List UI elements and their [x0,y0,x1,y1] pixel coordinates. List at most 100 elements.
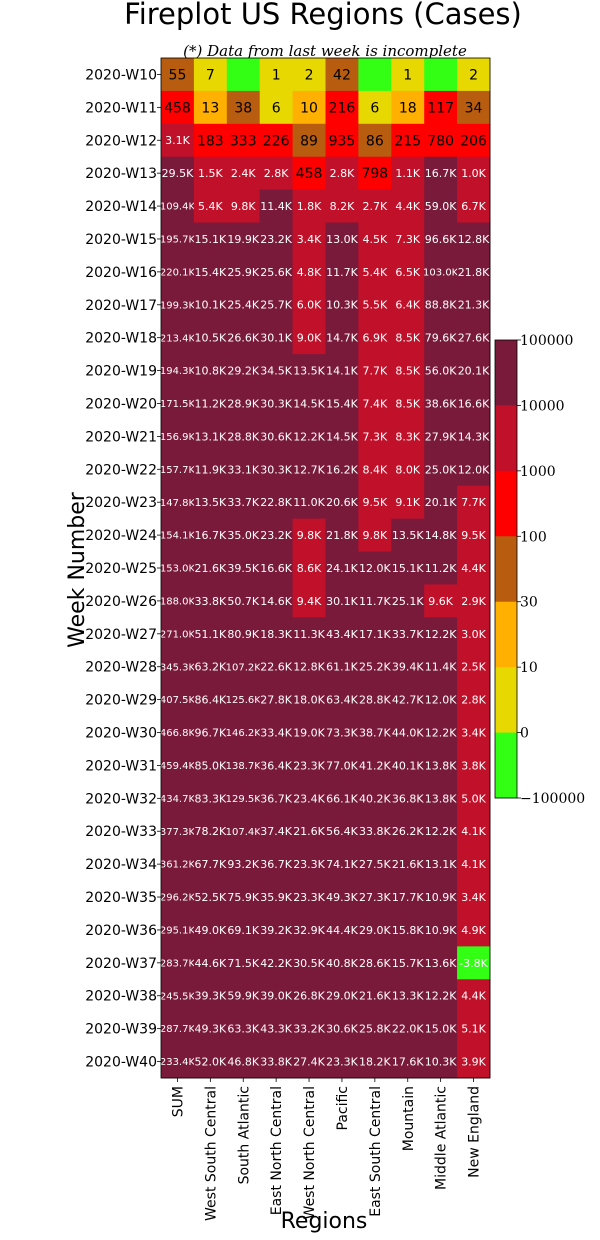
heatmap-cell [226,518,261,552]
heatmap-cell [259,485,293,520]
cell-label: 107.2K [226,662,262,673]
cell-label: 220.1K [160,267,196,278]
cell-label: 46.8K [227,1056,259,1069]
heatmap-cell [391,419,425,454]
cell-label: 8.5K [395,397,420,410]
heatmap-cell [358,781,392,816]
row-label: 2020-W28 [85,660,157,676]
heatmap-cell [226,650,261,684]
cell-label: 15.8K [392,924,424,937]
heatmap-cell [457,189,491,223]
heatmap-cell [391,913,425,947]
cell-label: 36.8K [392,792,424,805]
heatmap-cell [358,58,392,92]
cell-label: 32.9K [293,924,325,937]
cell-label: 14.8K [425,529,457,542]
heatmap-cell [424,90,458,125]
heatmap-cell [358,551,392,585]
cell-label: 407.5K [160,695,196,706]
heatmap-cell [457,419,491,454]
cell-label: 21.6K [293,825,325,838]
heatmap-cell [358,222,392,256]
cell-label: 19.0K [293,726,325,739]
heatmap-cell [457,156,491,191]
cell-label: 13.3K [392,990,424,1003]
cell-label: 8.5K [395,332,420,345]
heatmap-cell [391,1012,425,1046]
column-label: West North Central [302,1086,318,1219]
cell-label: 59.9K [227,990,259,1003]
heatmap-cell [259,90,293,125]
cell-label: 3.0K [461,628,486,641]
cell-label: 67.7K [194,858,226,871]
cell-label: 8.5K [395,365,420,378]
colorbar-tick-label: 0 [520,726,529,742]
heatmap-cell [457,288,491,322]
heatmap-cell [161,156,195,191]
heatmap-cell [161,880,195,914]
cell-label: 3.4K [297,233,322,246]
cell-label: 157.7K [160,465,196,476]
cell-label: 107.4K [226,827,262,838]
heatmap-cell [193,222,228,256]
cell-label: 798 [361,166,388,182]
heatmap-cell [292,189,326,223]
column-label: East South Central [368,1086,384,1217]
cell-label: 96.7K [194,726,226,739]
row-label: 2020-W15 [85,232,157,248]
heatmap-cell [161,683,195,717]
heatmap-cell [226,716,261,750]
cell-label: 30.1K [260,332,292,345]
cell-label: 138.7K [226,761,262,772]
row-label: 2020-W25 [85,561,157,577]
cell-label: 129.5K [226,794,262,805]
cell-label: 89 [300,133,318,149]
heatmap-cell [161,189,195,223]
heatmap-cell [193,321,228,355]
cell-label: 2.4K [231,167,256,180]
cell-label: 3.4K [461,891,486,904]
heatmap-cell [193,847,228,881]
cell-label: 13.5K [293,365,325,378]
column-label: SUM [170,1086,186,1117]
heatmap-cell [424,387,458,421]
cell-label: 23.2K [260,529,292,542]
row-label: 2020-W38 [85,989,157,1005]
heatmap-cell [358,683,392,717]
cell-label: 21.3K [458,299,490,312]
cell-label: 25.8K [359,1023,391,1036]
cell-label: 33.1K [227,463,259,476]
row-label: 2020-W13 [85,166,157,182]
heatmap-cell [226,748,261,783]
cell-label: 6 [370,100,379,116]
row-label: 2020-W14 [85,199,157,215]
cell-label: 42.2K [260,957,292,970]
cell-label: 7.3K [395,233,420,246]
cell-label: 333 [230,133,257,149]
heatmap-cell [259,551,293,585]
heatmap-cell [391,58,425,92]
heatmap-cell [259,452,293,487]
cell-label: 4.5K [362,233,387,246]
cell-label: 30.6K [260,430,292,443]
heatmap-cell [193,584,228,618]
heatmap-cell [292,123,326,158]
heatmap-cell [193,1012,228,1046]
cell-label: 49.3K [194,1023,226,1036]
cell-label: 226 [263,133,290,149]
heatmap-cell [358,814,392,849]
heatmap-cell [259,222,293,256]
cell-label: 61.1K [326,661,358,674]
heatmap-cell [325,419,359,454]
cell-label: 23.4K [293,792,325,805]
heatmap-cell [325,387,359,421]
cell-label: 6.7K [461,200,486,213]
heatmap-cell [325,551,359,585]
cell-label: 25.2K [359,661,391,674]
cell-label: 13.0K [326,233,358,246]
heatmap-cell [358,354,392,388]
heatmap-cell [325,748,359,783]
cell-label: 7 [206,67,215,83]
